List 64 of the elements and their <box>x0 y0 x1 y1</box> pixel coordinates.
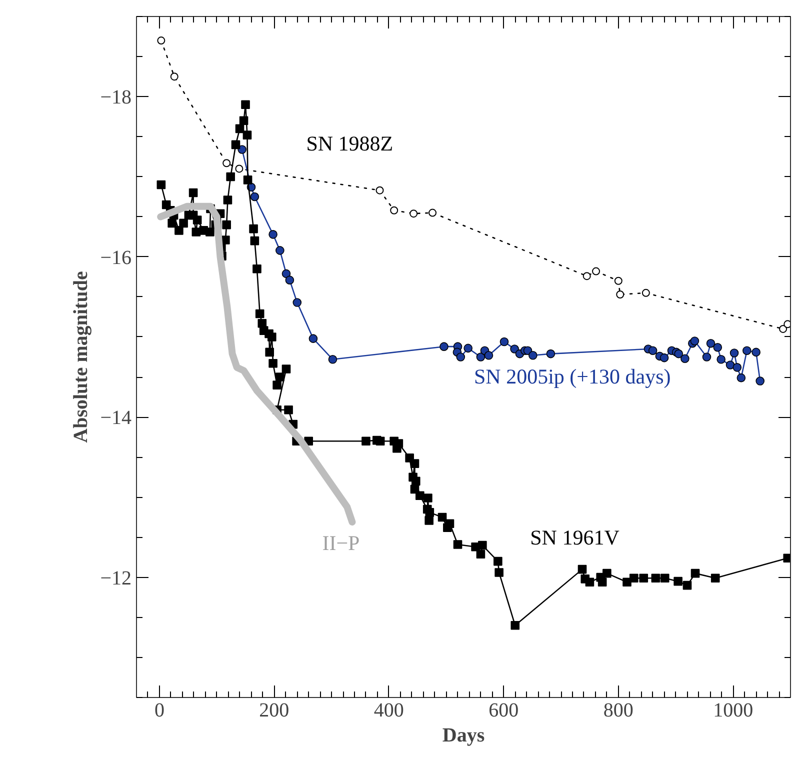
y-tick-label: −18 <box>100 86 132 109</box>
point <box>642 288 650 297</box>
point <box>276 246 284 255</box>
point <box>690 336 700 346</box>
point <box>282 269 291 278</box>
y-axis-title: Absolute magnitude <box>70 271 92 443</box>
point <box>328 355 338 364</box>
point <box>456 352 466 362</box>
point <box>732 363 742 372</box>
x-tick-label: 800 <box>603 700 634 722</box>
series-label: II−P <box>322 531 360 556</box>
point <box>376 186 384 194</box>
point <box>484 351 494 360</box>
point <box>157 36 166 45</box>
point <box>779 324 788 333</box>
point <box>500 337 509 346</box>
point <box>170 72 178 81</box>
x-axis-title: Days <box>442 724 485 746</box>
point <box>660 353 669 362</box>
point <box>730 348 739 358</box>
series-label: SN 1961V <box>530 525 620 550</box>
y-tick-label: −12 <box>100 567 132 590</box>
point <box>674 349 684 358</box>
point <box>680 354 690 363</box>
series-label: SN 2005ip (+130 days) <box>474 364 671 389</box>
point <box>592 267 600 276</box>
point <box>756 376 764 386</box>
point <box>235 164 244 173</box>
point <box>238 145 246 154</box>
point <box>742 346 752 355</box>
point <box>648 346 658 355</box>
x-tick-label: 400 <box>374 700 404 722</box>
point <box>706 338 716 348</box>
point <box>726 360 735 370</box>
point <box>268 230 278 239</box>
point <box>546 349 556 358</box>
point <box>390 206 398 214</box>
point <box>616 290 624 298</box>
point <box>614 276 622 285</box>
point <box>440 342 448 351</box>
x-tick-label: 0 <box>154 700 164 722</box>
point <box>428 208 437 217</box>
point <box>582 272 591 280</box>
series-label: SN 1988Z <box>306 132 394 156</box>
point <box>464 344 472 353</box>
point <box>702 352 712 362</box>
point <box>784 320 790 328</box>
point <box>736 373 746 382</box>
x-tick-label: 200 <box>259 700 290 722</box>
point <box>476 352 486 362</box>
y-tick-label: −16 <box>100 246 132 269</box>
point <box>716 355 726 364</box>
point <box>713 342 722 352</box>
point <box>222 159 231 168</box>
point <box>292 298 302 307</box>
point <box>752 348 760 357</box>
point <box>410 210 418 218</box>
point <box>250 192 260 202</box>
point <box>285 276 294 284</box>
x-tick-label: 600 <box>488 700 519 722</box>
x-tick-label: 1000 <box>713 700 754 722</box>
y-tick-label: −14 <box>100 407 132 430</box>
point <box>528 351 538 360</box>
point <box>308 334 318 343</box>
